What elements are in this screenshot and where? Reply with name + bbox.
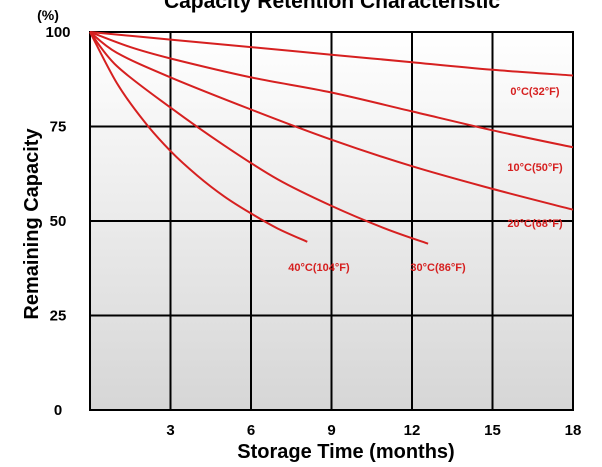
y-tick-label: 25 (50, 308, 67, 325)
x-tick-label: 12 (404, 422, 421, 439)
y-tick-label: 100 (45, 24, 70, 41)
x-tick-label: 6 (247, 422, 255, 439)
series-line-3 (89, 31, 429, 245)
series-labels: 0°C(32°F) 10°C(50°F) 20°C(68°F) 30°C(86°F) 4… (288, 86, 563, 274)
series-label-1: 10°C(50°F) (507, 162, 563, 174)
series-label-0: 0°C(32°F) (510, 86, 559, 98)
series-lines (89, 31, 574, 245)
x-tick-label: 9 (327, 422, 335, 439)
chart-title: Capacity Retention Characteristic (164, 0, 500, 13)
plot-frame (89, 31, 574, 411)
y-axis-label: Remaining Capacity (21, 128, 43, 320)
x-tick-label: 15 (484, 422, 501, 439)
y-tick-label: 75 (50, 119, 67, 136)
x-tick-label: 18 (565, 422, 582, 439)
series-line-4 (89, 31, 308, 243)
series-line-2 (89, 31, 574, 211)
y-tick-label: 0 (54, 402, 62, 419)
series-label-3: 30°C(86°F) (410, 262, 466, 274)
series-label-4: 40°C(104°F) (288, 262, 350, 274)
y-tick-label: 50 (50, 213, 67, 230)
x-axis-label: Storage Time (months) (237, 441, 454, 463)
grid-lines (89, 31, 574, 411)
series-line-1 (89, 31, 574, 149)
series-line-0 (89, 31, 574, 77)
series-label-2: 20°C(68°F) (507, 218, 563, 230)
tick-labels: 3 6 9 12 15 18 0 25 50 75 100 (45, 24, 581, 439)
y-unit-label: (%) (37, 7, 59, 23)
x-tick-label: 3 (166, 422, 174, 439)
